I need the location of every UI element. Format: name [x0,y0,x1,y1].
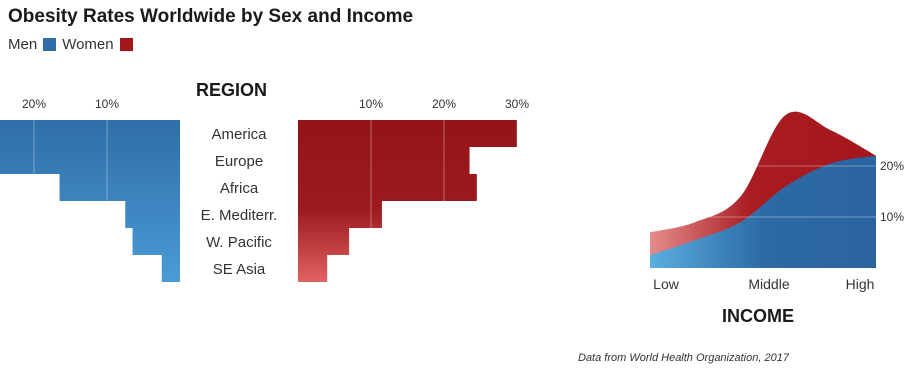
men-tick-label: 10% [95,97,119,111]
income-men-area [650,155,876,268]
men-bar [0,120,180,147]
legend-men-swatch [43,38,57,51]
legend: Men Women [8,36,133,53]
women-bar [298,228,349,255]
women-bar [298,120,517,147]
men-bar [0,147,180,174]
men-bars-area [0,120,180,282]
region-category-label: Europe [215,153,263,170]
income-x-label: Low [653,276,680,292]
men-bar [162,255,180,282]
region-category-label: SE Asia [213,261,266,278]
legend-women-swatch [119,38,133,51]
region-axis-title: REGION [196,80,268,100]
legend-women-label: Women [62,36,114,53]
income-tick-label: 10% [880,210,904,224]
income-x-label: High [846,276,875,292]
legend-men-label: Men [8,36,38,53]
men-bar [60,174,180,201]
women-bars-area [298,120,517,282]
women-tick-label: 10% [359,97,383,111]
income-tick-label: 20% [880,159,904,173]
women-tick-label: 20% [432,97,456,111]
men-bar [125,201,180,228]
men-tick-label: 20% [22,97,46,111]
region-category-label: Africa [220,180,259,197]
region-category-label: E. Mediterr. [201,207,278,224]
source-note: Data from World Health Organization, 201… [578,352,789,364]
men-bar [133,228,180,255]
region-category-label: W. Pacific [206,234,272,251]
chart-title: Obesity Rates Worldwide by Sex and Incom… [8,6,414,27]
women-bar [298,201,382,228]
women-bar [298,174,477,201]
income-axis-title: INCOME [722,306,794,326]
women-tick-label: 30% [505,97,529,111]
income-x-label: Middle [748,276,789,292]
women-bar [298,255,327,282]
region-category-label: America [211,126,267,143]
